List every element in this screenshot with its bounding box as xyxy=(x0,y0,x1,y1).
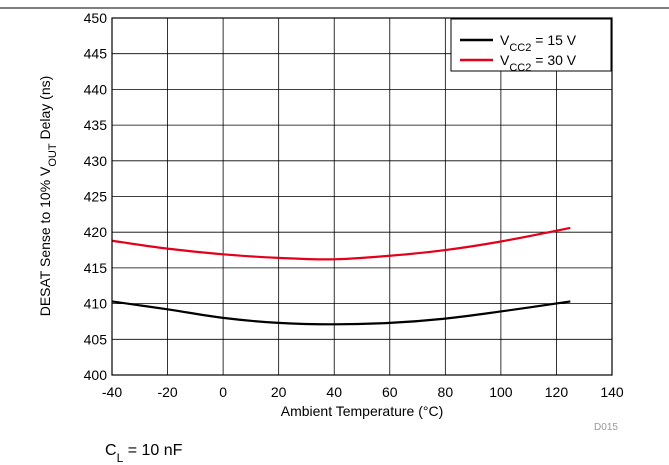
x-tick-label: 80 xyxy=(438,384,454,400)
y-tick-label: 445 xyxy=(84,46,108,62)
y-tick-label: 435 xyxy=(84,117,108,133)
x-axis-title: Ambient Temperature (°C) xyxy=(281,403,444,419)
x-tick-label: -40 xyxy=(102,384,122,400)
y-tick-label: 420 xyxy=(84,224,108,240)
y-tick-label: 450 xyxy=(84,10,108,26)
legend-label-vcc2-30v: VCC2 = 30 V xyxy=(500,52,577,74)
x-tick-label: 100 xyxy=(489,384,513,400)
x-tick-label: 60 xyxy=(382,384,398,400)
x-tick-label: 120 xyxy=(545,384,569,400)
x-tick-label: 0 xyxy=(219,384,227,400)
y-tick-label: 410 xyxy=(84,296,108,312)
x-tick-label: 40 xyxy=(326,384,342,400)
x-tick-label: -20 xyxy=(157,384,177,400)
series-line-0 xyxy=(111,300,571,326)
y-tick-label: 440 xyxy=(84,81,108,97)
load-capacitance-note: CL = 10 nF xyxy=(105,442,183,465)
x-tick-labels: -40 -20 0 20 40 60 80 100 120 140 xyxy=(102,384,624,400)
figure-id: D015 xyxy=(594,422,618,433)
series-layer xyxy=(111,226,571,326)
y-tick-label: 425 xyxy=(84,189,108,205)
legend: VCC2 = 15 V VCC2 = 30 V xyxy=(450,18,612,74)
y-tick-label: 430 xyxy=(84,153,108,169)
y-tick-label: 400 xyxy=(84,367,108,383)
y-tick-label: 405 xyxy=(84,331,108,347)
x-tick-label: 20 xyxy=(271,384,287,400)
series-line-1 xyxy=(111,226,571,261)
legend-label-vcc2-15v: VCC2 = 15 V xyxy=(500,32,577,54)
y-tick-labels: 400 405 410 415 420 425 430 435 440 445 450 xyxy=(84,10,108,383)
plot-frame xyxy=(111,17,613,376)
legend-box xyxy=(450,18,612,72)
plot-grid xyxy=(111,17,613,376)
y-tick-label: 415 xyxy=(84,260,108,276)
y-axis-title: DESAT Sense to 10% VOUT Delay (ns) xyxy=(37,76,59,317)
x-tick-label: 140 xyxy=(600,384,624,400)
